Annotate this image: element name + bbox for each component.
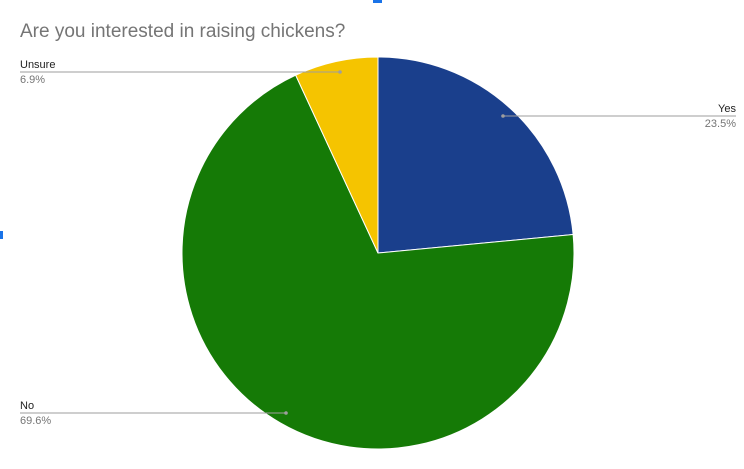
slice-label-no: No: [20, 400, 34, 412]
pie-slice-no: [181, 74, 575, 450]
pie-slice-yes: [377, 56, 574, 254]
slice-percent-no: 69.6%: [20, 415, 51, 427]
leader-dot-no: [284, 411, 288, 415]
slice-percent-yes: 23.5%: [705, 118, 736, 130]
slice-label-yes: Yes: [718, 103, 736, 115]
slice-label-unsure: Unsure: [20, 59, 55, 71]
leader-dot-unsure: [338, 70, 342, 74]
selection-handle-top[interactable]: [373, 0, 382, 3]
pie-slice-unsure: [294, 56, 379, 254]
selection-handle-left[interactable]: [0, 231, 3, 239]
slice-percent-unsure: 6.9%: [20, 74, 45, 86]
leader-dot-yes: [501, 114, 505, 118]
chart-title: Are you interested in raising chickens?: [20, 21, 345, 42]
